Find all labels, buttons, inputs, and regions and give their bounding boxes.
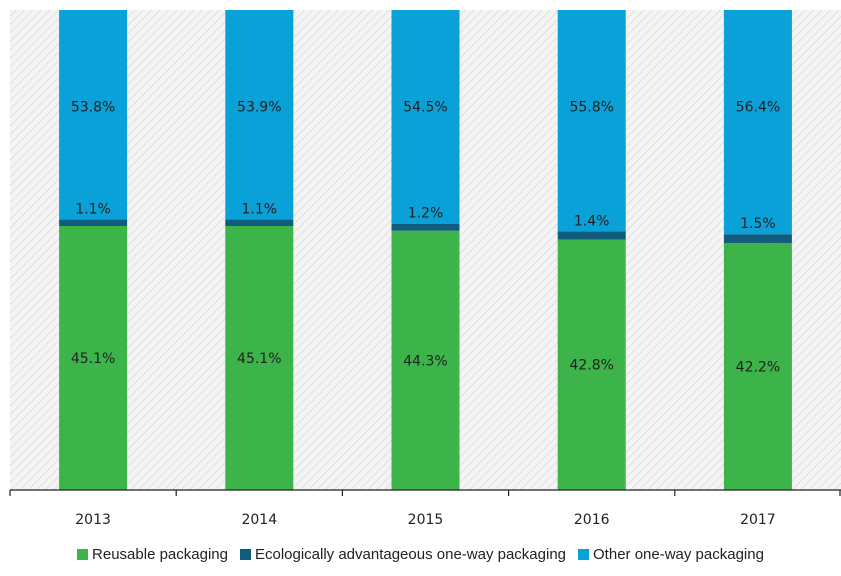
x-tick-label-2014: 2014 xyxy=(241,512,277,528)
legend-swatch-ecological xyxy=(239,548,251,560)
data-label-ecological-2016: 1.4% xyxy=(574,213,610,229)
bar-other-one-way-2015 xyxy=(391,10,460,224)
data-label-other-one-way-2015: 54.5% xyxy=(403,100,447,116)
data-label-ecological-2014: 1.1% xyxy=(242,202,278,218)
legend-item-reusable: Reusable packaging xyxy=(77,546,228,563)
data-label-other-one-way-2017: 56.4% xyxy=(736,100,780,116)
x-tick-label-2016: 2016 xyxy=(574,512,610,528)
x-tick-label-2017: 2017 xyxy=(740,512,776,528)
legend-item-ecological: Ecologically advantageous one-way packag… xyxy=(239,545,567,563)
value-labels-layer: 45.1% 1.1% 53.8% 45.1% 1.1% 53.9% 44.3% 1.2% 54.… xyxy=(71,100,780,376)
bar-ecological-2013 xyxy=(59,219,128,226)
bar-reusable-2017 xyxy=(723,242,792,490)
bar-ecological-2015 xyxy=(391,223,460,231)
bar-other-one-way-2014 xyxy=(225,10,294,220)
legend-swatch-reusable xyxy=(77,548,89,560)
data-label-ecological-2015: 1.2% xyxy=(408,206,444,222)
bars-layer xyxy=(59,10,792,490)
bar-ecological-2016 xyxy=(557,231,626,240)
bar-reusable-2014 xyxy=(225,226,294,490)
x-tick-label-2015: 2015 xyxy=(408,512,444,528)
data-label-other-one-way-2014: 53.9% xyxy=(237,100,281,116)
stacked-bar-chart: 45.1% 1.1% 53.8% 45.1% 1.1% 53.9% 44.3% 1.2% 54.… xyxy=(9,10,841,528)
bar-ecological-2017 xyxy=(723,234,792,243)
bar-other-one-way-2013 xyxy=(59,10,128,220)
data-label-reusable-2016: 42.8% xyxy=(569,358,613,374)
legend-swatch-other-one-way xyxy=(578,548,590,560)
data-label-other-one-way-2013: 53.8% xyxy=(71,100,115,116)
data-label-ecological-2017: 1.5% xyxy=(740,216,776,232)
x-axis: 2013 2014 2015 2016 2017 xyxy=(9,489,841,528)
data-label-reusable-2017: 42.2% xyxy=(736,359,780,375)
legend-item-other-one-way: Other one-way packaging xyxy=(578,546,764,563)
bar-reusable-2016 xyxy=(557,239,626,490)
bar-other-one-way-2016 xyxy=(557,10,626,232)
legend-label-reusable: Reusable packaging xyxy=(92,545,228,563)
data-label-ecological-2013: 1.1% xyxy=(75,202,111,218)
legend-label-ecological: Ecologically advantageous one-way packag… xyxy=(254,545,567,563)
data-label-reusable-2014: 45.1% xyxy=(237,351,281,367)
data-label-reusable-2015: 44.3% xyxy=(403,353,447,369)
legend-label-other-one-way: Other one-way packaging xyxy=(593,545,764,563)
bar-reusable-2015 xyxy=(391,230,460,490)
x-tick-label-2013: 2013 xyxy=(75,512,111,528)
legend: Reusable packaging Ecologically advantage… xyxy=(0,540,841,568)
bar-other-one-way-2017 xyxy=(723,10,792,235)
data-label-other-one-way-2016: 55.8% xyxy=(569,100,613,116)
data-label-reusable-2013: 45.1% xyxy=(71,351,115,367)
bar-reusable-2013 xyxy=(59,226,128,490)
bar-ecological-2014 xyxy=(225,219,294,226)
